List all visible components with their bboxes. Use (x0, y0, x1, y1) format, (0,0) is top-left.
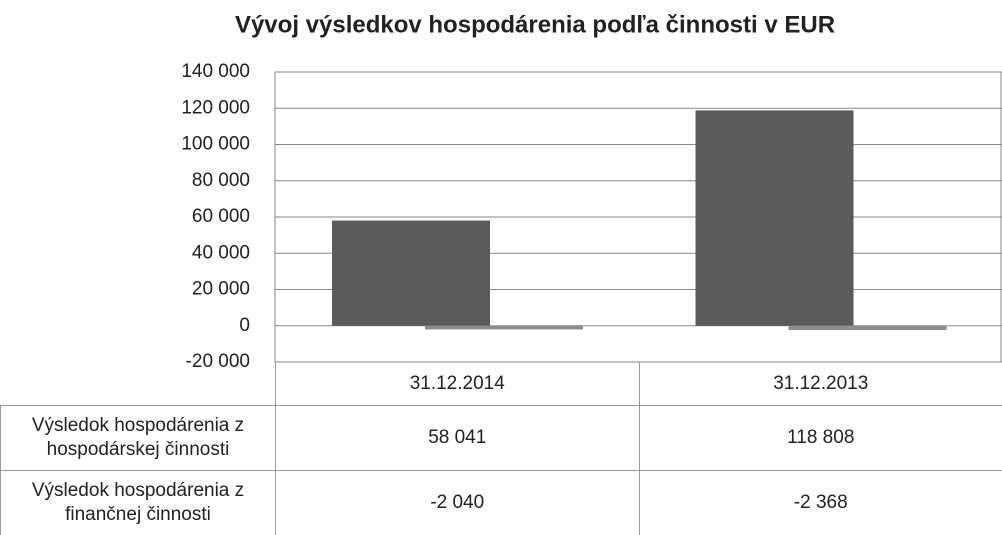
data-label: 118 808 (638, 405, 1002, 470)
bar (695, 110, 854, 326)
bar (425, 325, 583, 330)
y-tick-label: 120 000 (181, 97, 250, 118)
y-tick-label: 100 000 (181, 134, 250, 155)
y-tick-label: 80 000 (192, 170, 250, 191)
legend-entry: Výsledok hospodárenia z finančnej činnos… (0, 470, 275, 535)
plot-border (274, 71, 1002, 363)
category-label: 31.12.2014 (275, 362, 639, 405)
y-tick-label: 20 000 (192, 279, 250, 300)
data-label: 58 041 (275, 405, 639, 470)
data-label: -2 368 (638, 470, 1002, 535)
y-tick-label: 40 000 (192, 242, 250, 263)
y-tick-label: 0 (239, 315, 250, 336)
y-tick-label: -20 000 (186, 351, 250, 372)
category-label: 31.12.2013 (638, 362, 1002, 405)
y-tick-label: 60 000 (192, 206, 250, 227)
legend-entry: Výsledok hospodárenia z hospodárskej čin… (0, 405, 275, 470)
y-tick-label: 140 000 (181, 61, 250, 82)
data-label: -2 040 (275, 470, 639, 535)
bar (788, 325, 947, 331)
chart-title: Vývoj výsledkov hospodárenia podľa činno… (235, 11, 835, 38)
bar (332, 220, 490, 326)
